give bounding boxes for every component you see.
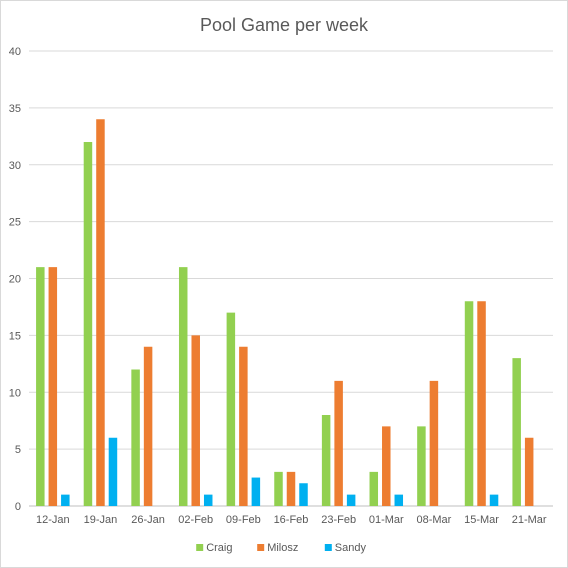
x-axis: 12-Jan 19-Jan 26-Jan 02-Feb 09-Feb 16-Feb 23-F… xyxy=(36,514,547,526)
bars xyxy=(36,119,534,506)
legend-swatch-milosz xyxy=(257,544,265,551)
x-tick-label: 02-Feb xyxy=(178,514,213,526)
y-tick-label: 15 xyxy=(9,330,21,342)
bar-milosz-16-feb xyxy=(286,471,296,506)
bar-milosz-08-mar xyxy=(429,380,439,506)
y-tick-label: 10 xyxy=(9,387,21,399)
bar-sandy-23-feb xyxy=(346,494,356,506)
y-tick-label: 30 xyxy=(9,160,21,172)
bar-milosz-02-feb xyxy=(191,335,200,506)
bar-craig-01-mar xyxy=(369,471,379,506)
bar-craig-19-jan xyxy=(83,142,93,506)
x-tick-label: 26-Jan xyxy=(131,514,165,526)
legend-swatch-craig xyxy=(196,544,204,551)
bar-milosz-19-jan xyxy=(96,119,105,506)
x-tick-label: 21-Mar xyxy=(512,514,547,526)
bar-milosz-01-mar xyxy=(382,426,391,506)
x-tick-label: 16-Feb xyxy=(274,514,309,526)
y-tick-label: 20 xyxy=(9,274,21,286)
y-tick-label: 5 xyxy=(15,444,21,456)
bar-craig-12-jan xyxy=(36,267,45,506)
bar-craig-08-mar xyxy=(417,426,426,506)
x-tick-label: 23-Feb xyxy=(321,514,356,526)
bar-craig-09-feb xyxy=(226,312,236,506)
bar-milosz-12-jan xyxy=(48,267,58,506)
legend: Craig Milosz Sandy xyxy=(196,542,366,554)
bar-milosz-09-feb xyxy=(239,346,248,506)
bar-sandy-02-feb xyxy=(203,494,213,506)
x-tick-label: 12-Jan xyxy=(36,514,70,526)
y-tick-label: 0 xyxy=(15,501,21,513)
x-tick-label: 08-Mar xyxy=(416,514,451,526)
x-tick-label: 15-Mar xyxy=(464,514,499,526)
x-tick-label: 01-Mar xyxy=(369,514,404,526)
bar-sandy-01-mar xyxy=(394,494,404,506)
y-tick-label: 35 xyxy=(9,103,21,115)
bar-milosz-23-feb xyxy=(334,380,343,506)
bar-craig-21-mar xyxy=(512,358,521,506)
bar-milosz-21-mar xyxy=(524,437,534,506)
legend-label-sandy: Sandy xyxy=(335,542,367,554)
bar-milosz-15-mar xyxy=(477,301,486,506)
gridlines xyxy=(29,50,553,507)
legend-label-craig: Craig xyxy=(206,542,232,554)
bar-craig-02-feb xyxy=(178,267,188,506)
bar-sandy-16-feb xyxy=(299,483,308,506)
bar-sandy-12-jan xyxy=(61,494,70,506)
bar-craig-23-feb xyxy=(321,415,331,506)
y-tick-label: 25 xyxy=(9,217,21,229)
x-tick-label: 09-Feb xyxy=(226,514,261,526)
bar-milosz-26-jan xyxy=(143,346,153,506)
bar-craig-15-mar xyxy=(464,301,474,506)
bar-sandy-15-mar xyxy=(489,494,499,506)
x-tick-label: 19-Jan xyxy=(84,514,118,526)
bar-sandy-09-feb xyxy=(251,477,261,506)
legend-label-milosz: Milosz xyxy=(267,542,298,554)
bar-sandy-19-jan xyxy=(108,437,118,506)
bar-craig-16-feb xyxy=(274,471,283,506)
y-tick-label: 40 xyxy=(9,46,21,58)
chart-title: Pool Game per week xyxy=(200,15,369,35)
legend-swatch-sandy xyxy=(324,544,332,551)
y-axis: 0 5 10 15 20 25 30 35 40 xyxy=(9,46,21,513)
bar-craig-26-jan xyxy=(131,369,140,506)
